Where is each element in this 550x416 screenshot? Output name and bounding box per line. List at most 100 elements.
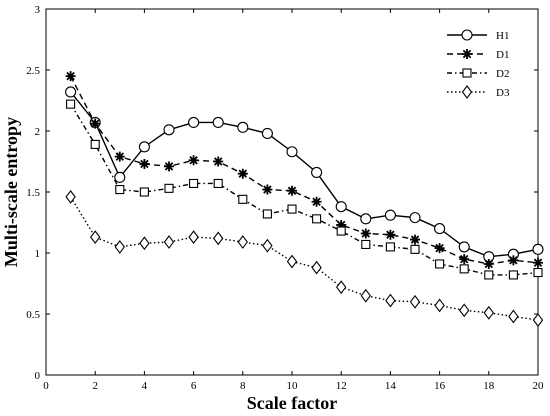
data-point-d2: [484, 270, 494, 280]
data-point-d3: [262, 238, 273, 253]
y-tick-label: 2.5: [26, 65, 40, 77]
axis-ticks: 0 2 4 6 8 10 12 14 16 18 20 0 0.5 1 1.5 2 2.5 3: [26, 4, 544, 392]
data-point-d2: [213, 178, 223, 189]
data-point-d2: [385, 242, 395, 252]
data-point-h1: [286, 146, 298, 158]
data-point-d3: [508, 309, 519, 324]
legend-marker-d3: [461, 85, 473, 99]
legend-label-d1: D1: [496, 49, 509, 61]
x-axis-title: Scale factor: [247, 393, 337, 413]
y-axis-title: Multi-scale entropy: [1, 117, 21, 267]
data-point-d3: [286, 254, 298, 269]
data-point-h1: [138, 141, 150, 153]
data-point-d2: [287, 204, 297, 214]
data-point-d2: [164, 183, 174, 193]
series-line-h1: [70, 91, 539, 258]
data-point-d3: [459, 303, 470, 318]
y-tick-label: 2: [35, 126, 41, 138]
legend-label-h1: H1: [496, 30, 509, 42]
legend-marker-d1: [462, 49, 472, 59]
data-point-h1: [532, 243, 544, 255]
data-point-d2: [238, 194, 248, 204]
data-point-d3: [311, 260, 322, 275]
series-h1: [65, 86, 544, 263]
data-point-d3: [237, 235, 248, 249]
data-point-d1: [287, 185, 297, 196]
x-tick-label: 6: [191, 380, 197, 392]
x-tick-label: 12: [336, 380, 347, 392]
series-layer: [65, 71, 544, 328]
x-tick-label: 10: [287, 380, 299, 392]
y-tick-label: 1: [35, 248, 41, 260]
x-tick-label: 8: [240, 380, 246, 392]
data-point-d2: [336, 226, 346, 236]
x-tick-label: 2: [92, 380, 98, 392]
legend-marker-h1: [461, 29, 473, 41]
data-point-h1: [409, 212, 421, 224]
legend-marker-d2: [462, 68, 472, 78]
legend-label-d3: D3: [496, 87, 510, 99]
data-point-d1: [336, 219, 347, 230]
data-point-d1: [533, 257, 543, 268]
data-point-d2: [435, 259, 445, 269]
data-point-d2: [361, 239, 371, 250]
legend: H1 D1 D2 D3: [447, 29, 510, 99]
data-point-h1: [434, 223, 446, 235]
y-tick-label: 0.5: [26, 309, 40, 321]
data-point-h1: [212, 116, 224, 129]
series-line-d1: [69, 75, 539, 265]
data-point-d2: [66, 99, 76, 109]
data-point-d2: [115, 185, 125, 195]
data-point-d1: [237, 168, 248, 179]
data-point-h1: [458, 241, 470, 253]
data-point-d1: [508, 255, 519, 266]
data-point-d2: [410, 244, 420, 254]
data-point-d1: [139, 158, 150, 169]
data-point-h1: [114, 171, 126, 183]
data-point-d2: [312, 214, 322, 224]
data-point-d1: [114, 151, 125, 162]
y-tick-label: 0: [35, 370, 41, 382]
data-point-d3: [336, 280, 347, 295]
x-tick-label: 14: [385, 380, 397, 392]
x-tick-label: 4: [142, 380, 148, 392]
data-point-d3: [532, 313, 544, 328]
data-point-d3: [188, 230, 199, 245]
series-d1: [65, 71, 543, 269]
data-point-h1: [335, 201, 347, 213]
data-point-h1: [65, 86, 77, 98]
data-point-d3: [434, 298, 445, 313]
data-point-d1: [65, 71, 76, 82]
data-point-d2: [189, 178, 199, 189]
y-tick-label: 1.5: [26, 187, 40, 199]
series-line-d3: [70, 196, 539, 321]
data-point-d3: [483, 305, 494, 320]
data-point-d3: [139, 236, 150, 251]
data-point-h1: [261, 127, 273, 139]
data-point-h1: [360, 213, 372, 225]
data-point-d2: [533, 267, 543, 278]
data-point-d1: [188, 155, 199, 166]
data-point-d1: [90, 118, 101, 129]
data-point-d3: [360, 288, 371, 303]
data-point-d1: [213, 156, 224, 167]
data-point-h1: [384, 209, 396, 221]
data-point-d3: [65, 189, 76, 204]
data-point-h1: [188, 116, 200, 129]
data-point-d1: [434, 243, 445, 254]
x-tick-label: 18: [483, 380, 495, 392]
data-point-d2: [90, 139, 100, 149]
data-point-d1: [164, 161, 174, 172]
data-point-h1: [311, 166, 323, 179]
data-point-d3: [213, 231, 224, 246]
data-point-h1: [237, 121, 249, 133]
series-d3: [65, 189, 544, 328]
data-point-d2: [508, 270, 518, 280]
data-point-d1: [360, 228, 371, 239]
data-point-h1: [163, 124, 175, 136]
data-point-d3: [385, 293, 396, 308]
data-point-d1: [385, 229, 396, 240]
data-point-d1: [262, 184, 273, 195]
